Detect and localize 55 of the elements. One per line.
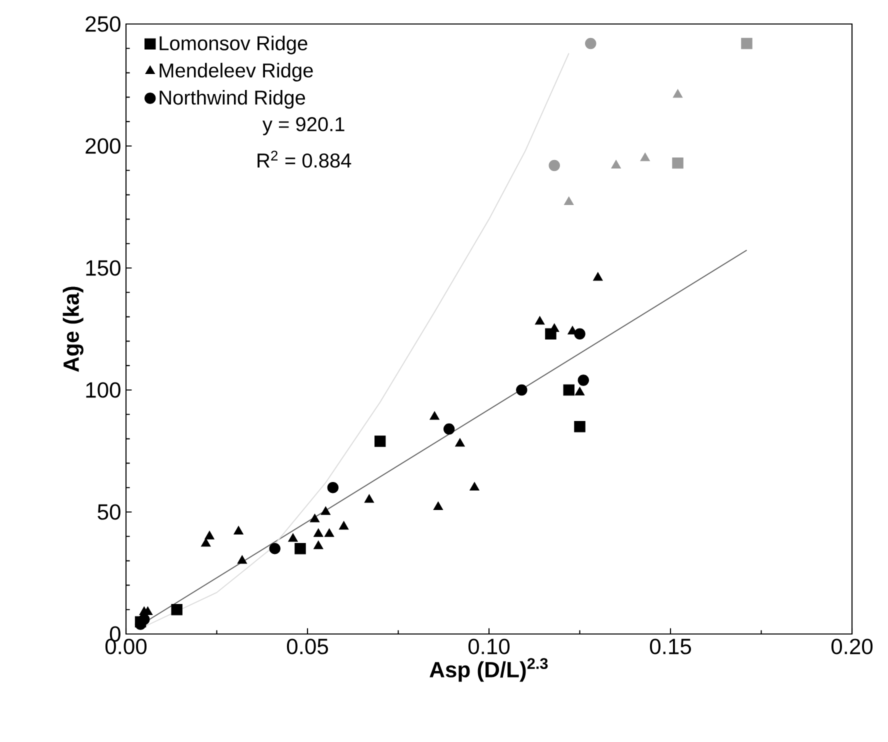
point [324, 528, 334, 537]
x-tick-label: 0.15 [650, 638, 691, 654]
point [455, 438, 465, 447]
y-tick-label: 150 [86, 260, 120, 276]
y-axis-title: Age (ka) [62, 286, 84, 372]
point [534, 316, 545, 325]
point [314, 540, 324, 550]
x-tick-label: 0.05 [286, 638, 328, 654]
point [585, 38, 596, 50]
point [430, 411, 440, 420]
point [204, 530, 214, 540]
point [672, 89, 683, 98]
point [338, 521, 349, 530]
point [234, 526, 244, 534]
point [310, 514, 320, 522]
legend-label: Lomonsov Ridge [160, 36, 308, 54]
point [574, 386, 585, 396]
point [294, 542, 306, 554]
x-tick-label: 0.10 [468, 638, 510, 654]
point [564, 196, 574, 206]
point [314, 528, 324, 537]
point [364, 494, 374, 503]
point [574, 328, 586, 340]
y-tick-label: 100 [86, 382, 120, 398]
point [138, 614, 150, 625]
point [640, 152, 650, 162]
point [563, 384, 574, 396]
point [237, 555, 248, 564]
point [443, 423, 455, 435]
annotation: y = 920.1 [262, 117, 344, 136]
point [593, 272, 603, 281]
x-tick-label: 0.20 [831, 638, 873, 654]
point [611, 160, 621, 168]
legend-label: Northwind Ridge [160, 90, 306, 109]
legend-label: Mendeleev Ridge [160, 62, 313, 82]
point [470, 482, 480, 491]
point [320, 506, 331, 515]
point [374, 436, 386, 447]
point [288, 533, 298, 542]
point [433, 502, 444, 510]
text: Asp (D/L)$^{2.3}$ [430, 658, 548, 682]
y-tick-label: 250 [86, 16, 120, 32]
point [200, 538, 211, 547]
point [574, 420, 586, 432]
point [741, 38, 752, 50]
point [548, 160, 560, 172]
point [516, 384, 528, 396]
point [327, 482, 339, 494]
y-tick-label: 50 [98, 504, 120, 520]
point [578, 374, 589, 386]
point [171, 604, 182, 616]
point [672, 157, 684, 169]
y-tick-label: 200 [86, 138, 120, 154]
annotation: R$^{2}$ = 0.884 [258, 150, 352, 168]
point [269, 542, 280, 554]
